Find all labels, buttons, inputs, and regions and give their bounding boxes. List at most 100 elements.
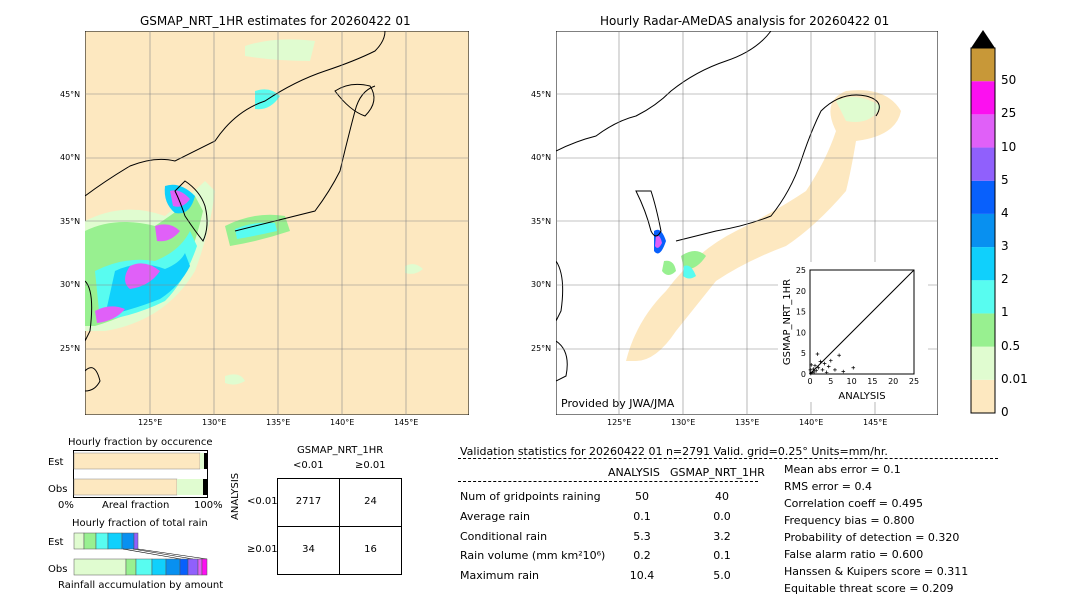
colorbar-swatch [971,48,995,82]
scatter-ytick: 0 [801,370,806,379]
left-map [85,31,469,415]
occurrence-est-dry [73,452,201,470]
left-lat-label: 45°N [60,90,81,99]
scatter-xtick: 15 [867,377,877,386]
validation-subdivider [458,481,758,482]
left-lon-label: 130°E [202,418,227,427]
right-lat-label: 40°N [531,153,552,162]
validation-row-label: Average rain [460,510,530,523]
right-lat-label: 45°N [531,90,552,99]
left-lat-label: 35°N [60,217,81,226]
contingency-row-axis: ANALYSIS [230,472,241,520]
scatter-inset: 00 5 5 10 10 15 15 20 20 25 25 ANALYSIS GSMAP_NRT_… [778,262,928,402]
validation-row-gsmap: 5.0 [713,569,731,582]
colorbar-swatch [971,247,995,281]
validation-row-analysis: 10.4 [629,569,655,582]
colorbar-swatch [971,81,995,115]
total-rain-connectors [122,548,208,560]
scatter-point [829,358,833,363]
score-line: Correlation coeff = 0.495 [784,497,923,510]
score-line: Equitable threat score = 0.209 [784,582,954,595]
left-lon-label: 140°E [330,418,355,427]
scatter-ytick: 25 [796,266,806,275]
colorbar-label: 0 [1001,405,1009,419]
validation-row-gsmap: 3.2 [713,530,731,543]
left-lat-label: 30°N [60,280,81,289]
scatter-point [809,363,814,367]
score-line: Hanssen & Kuipers score = 0.311 [784,565,969,578]
scatter-ylabel: GSMAP_NRT_1HR [782,279,793,365]
total-rain-title: Hourly fraction of total rain [72,518,208,529]
scatter-point [808,368,813,372]
occurrence-est-light [200,453,204,469]
right-lon-label: 140°E [799,418,824,427]
contingency-cell: 16 [364,544,377,555]
left-lon-label: 145°E [394,418,419,427]
scatter-point [826,364,831,369]
occurrence-axis-left: 0% [58,500,74,511]
score-line: Probability of detection = 0.320 [784,531,960,544]
colorbar-extend-arrow [971,30,995,48]
contingency-cell: 24 [364,496,377,507]
colorbar-label: 25 [1001,106,1017,121]
scatter-diagonal [809,269,915,375]
scatter-point [851,365,856,370]
occurrence-chart [73,450,208,498]
colorbar-label: 1 [1001,305,1009,320]
scatter-point [810,370,814,375]
colorbar-label: 5 [1001,172,1009,187]
scatter-point [822,361,827,366]
right-lon-label: 130°E [671,418,696,427]
validation-col-gsmap: GSMAP_NRT_1HR [670,466,765,479]
left-lat-label: 40°N [60,153,81,162]
colorbar-label: 0.5 [1001,338,1021,353]
left-map-title: GSMAP_NRT_1HR estimates for 20260422 01 [140,14,411,28]
scatter-point [824,370,829,375]
validation-row-gsmap: 40 [715,490,729,503]
right-lon-label: 145°E [863,418,888,427]
colorbar-label: 50 [1001,73,1017,88]
right-map-title: Hourly Radar-AMeDAS analysis for 2026042… [600,14,890,28]
score-line: RMS error = 0.4 [784,480,872,493]
right-lon-label: 135°E [735,418,760,427]
validation-row-gsmap: 0.0 [713,510,731,523]
validation-row-gsmap: 0.1 [713,549,731,562]
provided-by-label: Provided by JWA/JMA [561,397,675,410]
colorbar-swatch [971,379,995,413]
scatter-point [833,368,837,372]
right-lat-label: 25°N [531,344,552,353]
scatter-xtick: 5 [828,377,833,386]
scatter-xtick: 20 [888,377,898,386]
validation-row-label: Conditional rain [460,530,548,543]
validation-row-analysis: 50 [635,490,649,503]
scatter-point [841,369,846,374]
contingency-cell: 2717 [295,496,322,507]
scatter-point [814,368,819,373]
occurrence-obs-black [203,479,207,495]
right-lat-label: 30°N [531,280,552,289]
colorbar-frame [970,47,996,414]
scatter-xlabel: ANALYSIS [838,391,885,402]
validation-row-label: Rain volume (mm km²10⁶) [460,549,606,562]
validation-divider [458,458,998,459]
scatter-ticks: 00 5 5 10 10 15 15 20 20 25 25 [796,266,919,386]
colorbar-swatch [971,346,995,380]
occurrence-est-black [204,453,207,469]
scatter-point [818,359,823,364]
colorbar-swatch [971,114,995,148]
total-rain-obs-label: Obs [48,564,68,575]
colorbar-swatches [970,47,996,414]
contingency-cell: 34 [302,544,315,555]
contingency-row1: <0.01 [247,496,278,507]
right-map-grid [556,31,938,415]
occurrence-axis-right: 100% [194,500,223,511]
right-lat-label: 35°N [531,217,552,226]
left-lon-label: 135°E [266,418,291,427]
contingency-col1: <0.01 [293,460,324,471]
score-line: False alarm ratio = 0.600 [784,548,924,561]
occurrence-obs-light [177,479,203,495]
occurrence-obs-label: Obs [48,484,68,495]
scatter-point [820,368,825,372]
validation-row-label: Num of gridpoints raining [460,490,601,503]
total-rain-obs-bar [73,558,208,576]
